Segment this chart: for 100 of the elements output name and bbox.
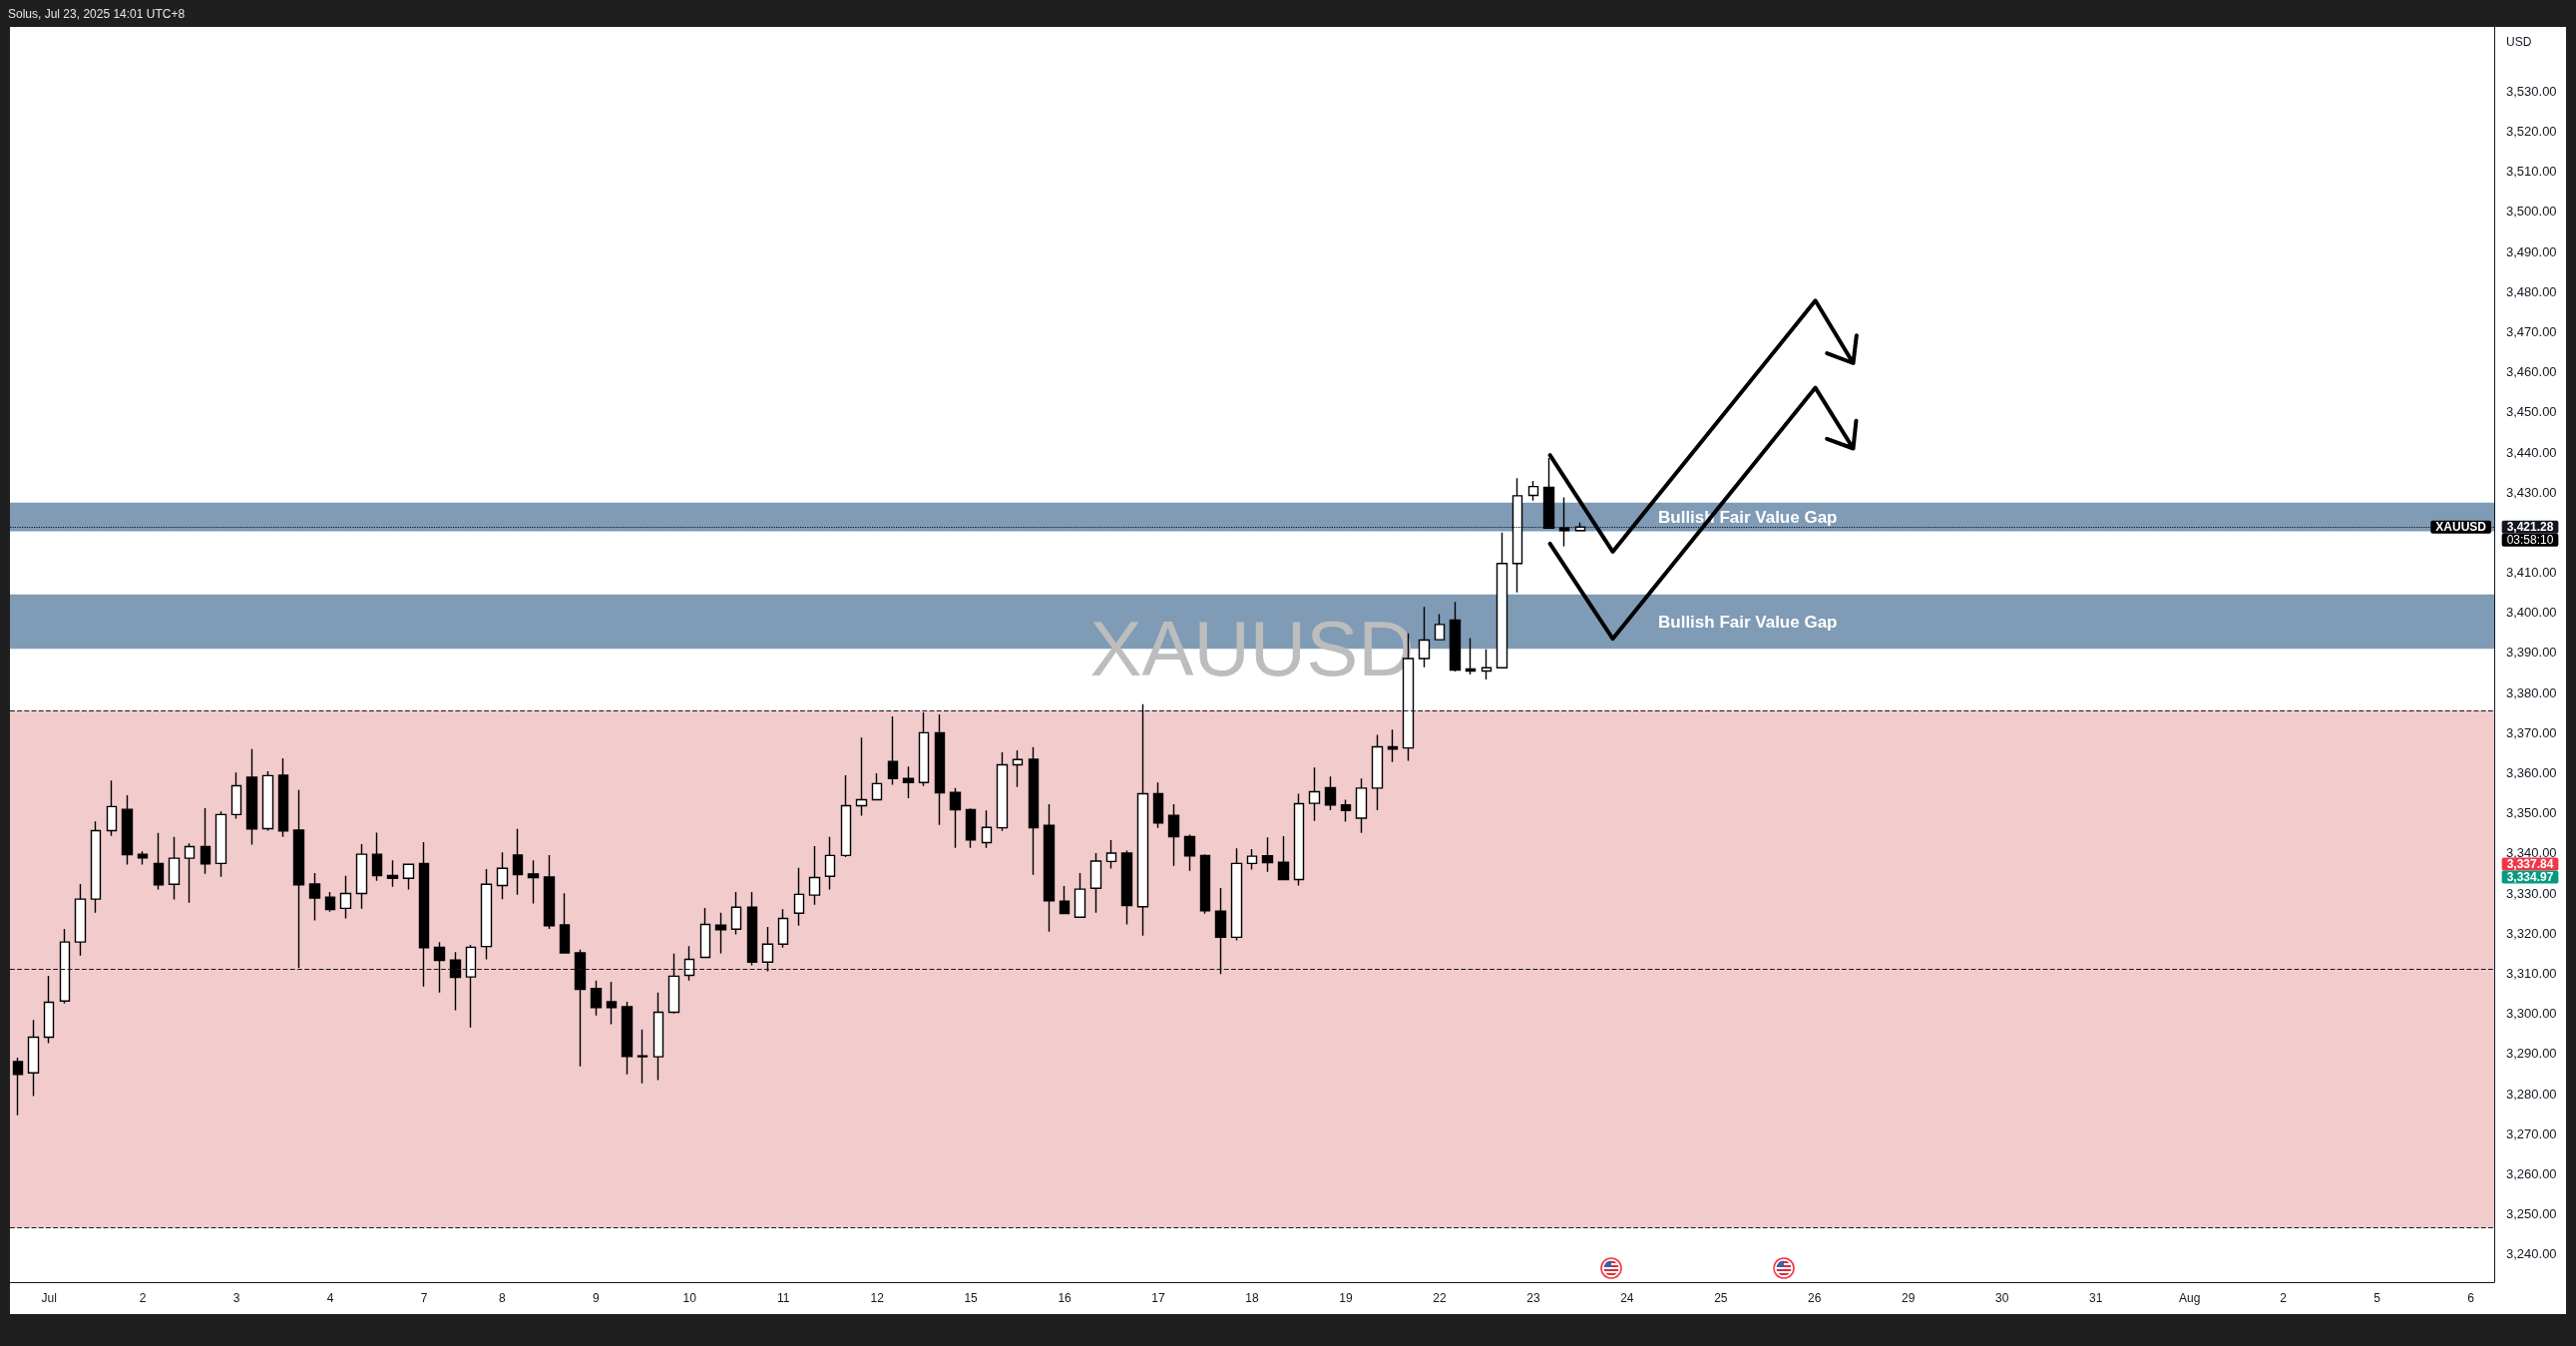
x-tick-label: 30 <box>1995 1291 2009 1305</box>
candlestick <box>1136 703 1149 937</box>
ref-line-label: 3,421.28 <box>2506 520 2554 535</box>
candlestick <box>1277 835 1290 881</box>
candlestick <box>1481 649 1493 680</box>
candlestick <box>1308 766 1321 822</box>
x-tick-label: 11 <box>776 1291 790 1305</box>
y-tick-label: 3,360.00 <box>2506 765 2557 781</box>
y-tick-label: 3,240.00 <box>2506 1246 2557 1262</box>
candlestick <box>667 953 680 1015</box>
candlestick <box>1511 477 1523 594</box>
x-tick-label: 24 <box>1620 1291 1634 1305</box>
candlestick <box>1371 733 1384 811</box>
y-tick-label: 3,290.00 <box>2506 1046 2557 1062</box>
candlestick <box>746 891 758 967</box>
candlestick <box>433 941 446 994</box>
candlestick <box>1418 606 1431 669</box>
x-tick-label: 17 <box>1151 1291 1166 1305</box>
x-tick-label: 23 <box>1526 1291 1540 1305</box>
y-tick-label: 3,320.00 <box>2506 925 2557 941</box>
candlestick <box>200 807 212 875</box>
y-axis-title: USD <box>2506 35 2532 49</box>
candlestick <box>1387 728 1399 763</box>
candlestick <box>808 845 821 906</box>
candlestick <box>761 926 774 973</box>
y-tick-label: 3,500.00 <box>2506 204 2557 220</box>
candlestick <box>1230 847 1243 942</box>
x-tick-label: 5 <box>2373 1291 2381 1305</box>
candlestick <box>355 843 368 910</box>
candlestick <box>1465 637 1477 675</box>
candlestick <box>121 794 134 866</box>
candlestick <box>168 836 181 901</box>
candlestick <box>27 1019 40 1098</box>
y-tick-label: 3,280.00 <box>2506 1086 2557 1102</box>
y-tick-label: 3,510.00 <box>2506 164 2557 180</box>
candlestick <box>637 1029 648 1085</box>
x-tick-label: 7 <box>420 1291 428 1305</box>
candlestick <box>449 951 462 1012</box>
candlestick <box>824 836 836 891</box>
candlestick <box>1324 775 1337 811</box>
candlestick <box>1246 848 1258 871</box>
candlestick <box>527 859 540 905</box>
candlestick <box>339 875 352 920</box>
candlestick <box>1012 749 1024 788</box>
x-tick-label: 3 <box>232 1291 240 1305</box>
candlestick <box>793 867 805 927</box>
x-tick-label: 25 <box>1714 1291 1728 1305</box>
candlestick <box>1293 792 1305 887</box>
candlestick <box>1261 836 1274 873</box>
candlestick <box>574 949 587 1068</box>
candlestick <box>777 908 789 949</box>
candlestick <box>699 907 711 959</box>
candlestick <box>215 810 227 878</box>
y-tick-label: 3,390.00 <box>2506 645 2557 661</box>
x-tick-label: 29 <box>1902 1291 1916 1305</box>
candlestick <box>887 715 899 786</box>
y-tick-label: 3,430.00 <box>2506 484 2557 500</box>
candlestick <box>90 820 102 914</box>
candlestick <box>996 751 1009 832</box>
candlestick <box>840 774 852 858</box>
candlestick <box>1558 496 1570 548</box>
candlestick <box>918 711 930 787</box>
candlestick <box>1028 746 1040 876</box>
x-tick-label: Jul <box>41 1291 57 1305</box>
y-tick-label: 3,270.00 <box>2506 1125 2557 1141</box>
text: Solus, Jul 23, 2025 14:01 UTC+8 <box>8 7 186 21</box>
candlestick <box>153 832 165 891</box>
annotation: XAUUSD <box>2435 520 2487 535</box>
candlestick <box>12 1057 24 1117</box>
y-tick-label: 3,460.00 <box>2506 364 2557 380</box>
text: 3,337.84 <box>2506 857 2554 871</box>
y-tick-label: 3,250.00 <box>2506 1206 2557 1222</box>
x-tick-label: 16 <box>1058 1291 1073 1305</box>
candlestick <box>512 828 524 896</box>
candlestick <box>1340 798 1352 823</box>
candlestick <box>934 713 946 826</box>
candlestick <box>652 992 664 1082</box>
candlestick <box>106 779 118 837</box>
candlestick <box>1120 849 1133 926</box>
candlestick <box>245 748 258 846</box>
candlestick <box>1183 833 1196 872</box>
x-tick-label: 2 <box>139 1291 147 1305</box>
candlestick <box>371 831 383 882</box>
candlestick <box>590 980 603 1017</box>
candlestick <box>184 842 196 904</box>
candlestick <box>855 736 868 817</box>
x-tick-label: 9 <box>592 1291 600 1305</box>
text: 03:58:10 <box>2506 533 2554 548</box>
candlestick <box>1167 803 1180 867</box>
candlestick <box>308 872 321 922</box>
candlestick <box>59 928 71 1005</box>
y-tick-label: 3,310.00 <box>2506 966 2557 982</box>
candlestick <box>324 891 336 913</box>
x-tick-label: 4 <box>326 1291 334 1305</box>
candlestick <box>418 841 430 988</box>
candlestick <box>230 771 242 820</box>
x-tick-label: 19 <box>1339 1291 1353 1305</box>
x-tick-label: 8 <box>498 1291 506 1305</box>
candlestick <box>292 789 305 969</box>
candlestick <box>1449 601 1462 673</box>
